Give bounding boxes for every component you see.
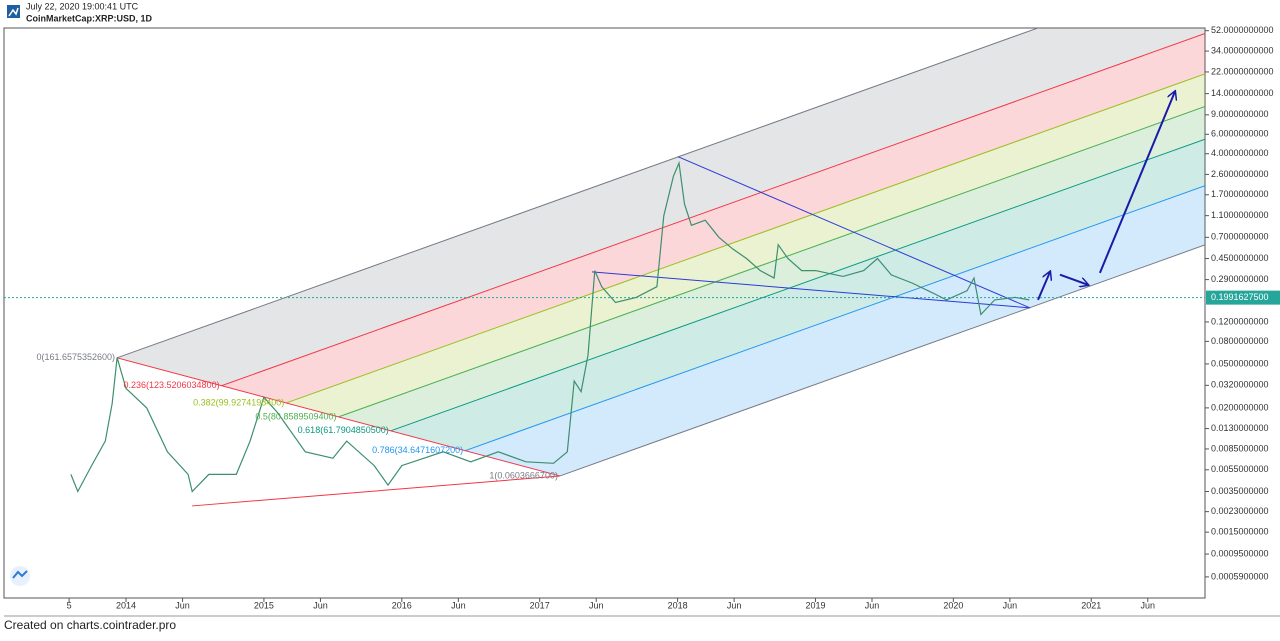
y-tick-label: 0.0035000000 bbox=[1211, 486, 1269, 496]
x-tick-label: 5 bbox=[67, 600, 72, 610]
y-tick-label: 0.7000000000 bbox=[1211, 232, 1269, 242]
y-tick-label: 0.0500000000 bbox=[1211, 358, 1269, 368]
x-tick-label: 2020 bbox=[943, 600, 963, 610]
plot-frame bbox=[3, 27, 1206, 599]
tv-badge bbox=[10, 566, 30, 586]
fib-level-line bbox=[338, 106, 1205, 418]
y-tick-label: 34.0000000000 bbox=[1211, 45, 1274, 55]
fib-level-line bbox=[559, 244, 1205, 477]
y-tick-label: 52.0000000000 bbox=[1211, 25, 1274, 35]
x-tick-label: 2016 bbox=[392, 600, 412, 610]
tv-badge-mark bbox=[12, 570, 28, 579]
trendline bbox=[591, 271, 1030, 309]
footer: Created on charts.cointrader.pro bbox=[4, 618, 176, 632]
y-tick-label: 22.0000000000 bbox=[1211, 66, 1274, 76]
fib-level-label: 0.5(80.8589509400) bbox=[255, 411, 336, 421]
x-tick-label: Jun bbox=[175, 600, 190, 610]
fib-band bbox=[390, 139, 1205, 451]
fib-level-label: 0(161.6575352600) bbox=[36, 352, 115, 362]
y-tick-label: 0.0055000000 bbox=[1211, 464, 1269, 474]
y-tick-label: 14.0000000000 bbox=[1211, 88, 1274, 98]
y-tick-label: 0.0130000000 bbox=[1211, 423, 1269, 433]
x-tick-label: Jun bbox=[589, 600, 604, 610]
fib-level-line bbox=[116, 28, 1040, 359]
symbol: CoinMarketCap:XRP:USD, 1D bbox=[26, 13, 153, 23]
trendline bbox=[192, 475, 561, 507]
fib-band bbox=[117, 28, 1205, 386]
fib-band bbox=[338, 106, 1205, 431]
x-tick-label: Jun bbox=[451, 600, 466, 610]
x-tick-label: Jun bbox=[727, 600, 742, 610]
timestamp: July 22, 2020 19:00:41 UTC bbox=[26, 1, 139, 11]
trendline bbox=[1059, 273, 1088, 285]
x-tick-label: 2017 bbox=[530, 600, 550, 610]
fib-level-line bbox=[221, 32, 1205, 387]
fib-band bbox=[286, 73, 1205, 417]
y-tick-label: 0.0023000000 bbox=[1211, 506, 1269, 516]
trendline bbox=[1037, 272, 1050, 301]
x-tick-label: 2019 bbox=[805, 600, 825, 610]
fib-level-label: 0.382(99.9274198400) bbox=[193, 397, 284, 407]
y-tick-label: 2.6000000000 bbox=[1211, 169, 1269, 179]
x-tick-label: 2018 bbox=[668, 600, 688, 610]
y-tick-label: 0.0800000000 bbox=[1211, 336, 1269, 346]
logo-mark bbox=[8, 7, 19, 17]
x-tick-label: Jun bbox=[313, 600, 328, 610]
y-tick-label: 0.4500000000 bbox=[1211, 253, 1269, 263]
fib-level-line bbox=[390, 138, 1205, 432]
fib-band bbox=[221, 33, 1205, 403]
fib-band bbox=[465, 185, 1205, 476]
x-tick-label: 2014 bbox=[116, 600, 136, 610]
fib-level-line bbox=[286, 73, 1205, 404]
last-price-label: 0.1991627500 bbox=[1211, 292, 1269, 302]
y-tick-label: 0.0085000000 bbox=[1211, 443, 1269, 453]
y-tick-label: 0.0320000000 bbox=[1211, 380, 1269, 390]
y-tick-label: 0.0005900000 bbox=[1211, 571, 1269, 581]
x-tick-label: Jun bbox=[1141, 600, 1156, 610]
y-tick-label: 6.0000000000 bbox=[1211, 129, 1269, 139]
trendline bbox=[1099, 92, 1175, 274]
y-tick-label: 4.0000000000 bbox=[1211, 148, 1269, 158]
y-tick-label: 0.2900000000 bbox=[1211, 274, 1269, 284]
plot-area bbox=[4, 28, 1205, 507]
x-tick-label: 2021 bbox=[1081, 600, 1101, 610]
x-tick-label: Jun bbox=[865, 600, 880, 610]
y-tick-label: 0.0200000000 bbox=[1211, 402, 1269, 412]
x-tick-label: Jun bbox=[1003, 600, 1018, 610]
x-tick-label: 2015 bbox=[254, 600, 274, 610]
y-tick-label: 1.7000000000 bbox=[1211, 189, 1269, 199]
y-tick-label: 0.0009500000 bbox=[1211, 548, 1269, 558]
y-tick-label: 9.0000000000 bbox=[1211, 109, 1269, 119]
fib-level-label: 0.236(123.5206034800) bbox=[123, 380, 219, 390]
fib-level-label: 1(0.0603666700) bbox=[489, 470, 558, 480]
y-tick-label: 0.0015000000 bbox=[1211, 527, 1269, 537]
y-tick-label: 0.1200000000 bbox=[1211, 316, 1269, 326]
last-price-box bbox=[1206, 290, 1280, 305]
price-line bbox=[70, 160, 1030, 493]
y-tick-label: 1.1000000000 bbox=[1211, 210, 1269, 220]
fib-level-label: 0.786(34.6471607200) bbox=[372, 445, 463, 455]
fib-level-label: 0.618(61.7904850500) bbox=[298, 425, 389, 435]
fib-level-line bbox=[465, 185, 1205, 452]
